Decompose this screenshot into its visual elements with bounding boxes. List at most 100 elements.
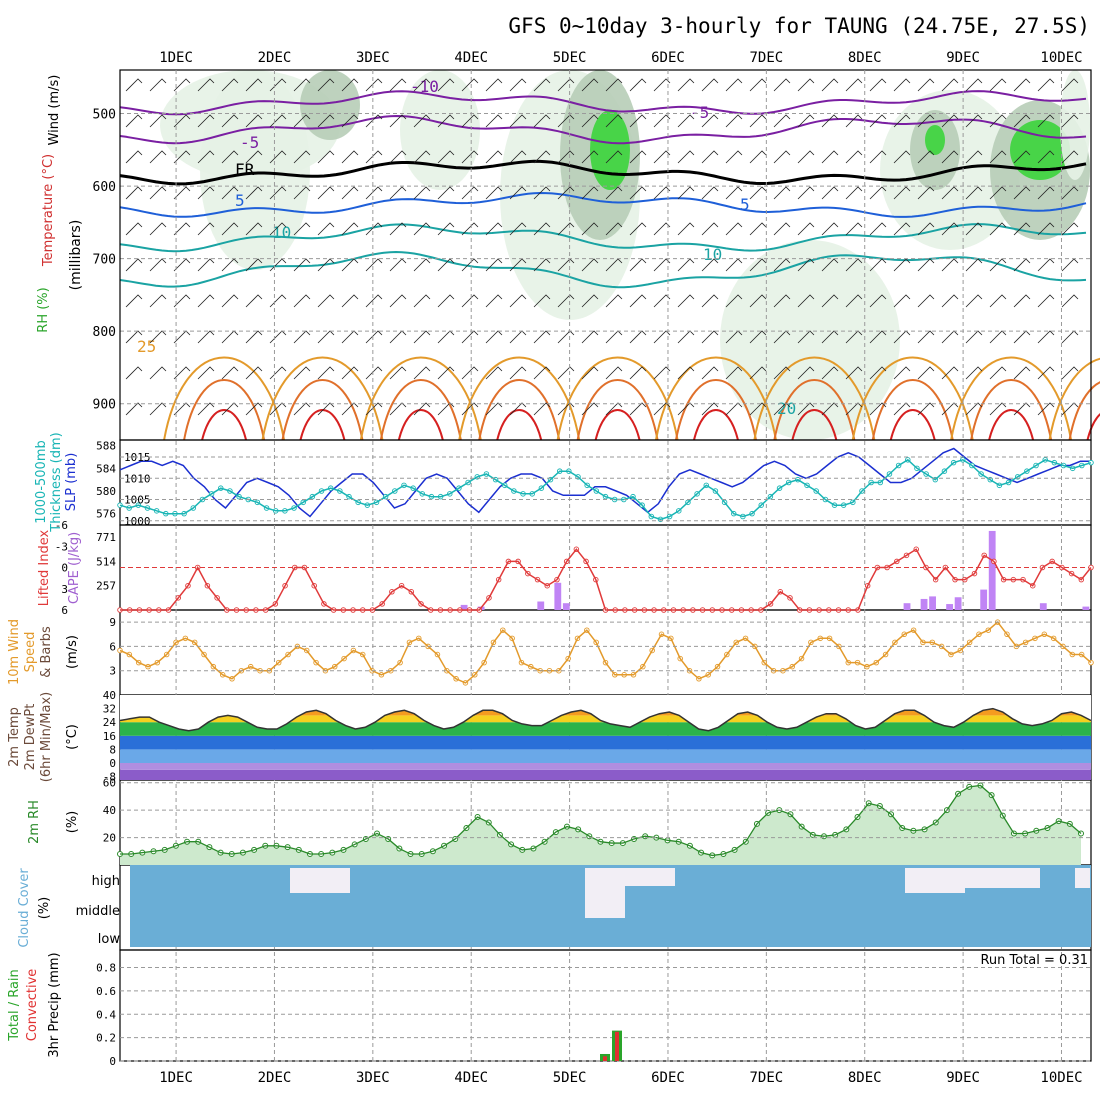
wind-barb <box>221 366 239 380</box>
wind-barb <box>893 366 911 380</box>
temp-tick: -8 <box>103 771 116 784</box>
wind-barb <box>149 222 167 236</box>
wind-barb <box>413 222 431 236</box>
date-label-top: 9DEC <box>946 50 980 66</box>
wind-barb <box>1037 366 1055 380</box>
wind-barb <box>773 150 791 164</box>
wind-barb <box>893 150 911 164</box>
wind-barb <box>677 222 695 236</box>
temp-mask <box>120 695 1091 731</box>
rh-shade <box>1060 70 1090 180</box>
wind-barb <box>293 294 311 308</box>
wind-barb <box>629 402 647 416</box>
cloud-unit-label: (%) <box>37 897 52 920</box>
wind-barb <box>797 222 815 236</box>
wind-barb <box>701 330 719 344</box>
wind-barb <box>845 294 863 308</box>
wind-barb <box>677 78 695 92</box>
wind-barb <box>461 150 479 164</box>
wind-barb <box>821 402 839 416</box>
rh-label: 2m RH <box>27 800 42 844</box>
wind-barb <box>341 114 359 128</box>
wind-barb <box>917 114 935 128</box>
wind-barb <box>965 114 983 128</box>
cloud-clear <box>625 868 675 886</box>
cape-bar <box>980 589 988 610</box>
wind-barb <box>365 294 383 308</box>
wind-barb <box>317 366 335 380</box>
date-label-top: 3DEC <box>356 50 390 66</box>
wind-barb <box>389 186 407 200</box>
wind-barb <box>173 114 191 128</box>
temp-tick: 0 <box>109 757 116 770</box>
wind-barb <box>581 114 599 128</box>
wind-barb <box>701 186 719 200</box>
cape-bar <box>1039 603 1047 610</box>
wind-barb <box>245 186 263 200</box>
rh-tick: 40 <box>103 804 116 817</box>
wind-barb <box>1037 150 1055 164</box>
wind-barb <box>461 78 479 92</box>
wind-barb <box>917 222 935 236</box>
wind-barb <box>893 186 911 200</box>
date-label-bottom: 5DEC <box>553 1070 587 1086</box>
wind-barb <box>557 186 575 200</box>
wind-barb <box>269 402 287 416</box>
wind-barb <box>245 402 263 416</box>
wind-barb <box>941 78 959 92</box>
date-label-top: 10DEC <box>1040 50 1082 66</box>
wind-barb <box>221 78 239 92</box>
wind-barb <box>485 366 503 380</box>
wind-barb <box>1061 294 1079 308</box>
wind-barb <box>797 186 815 200</box>
wind-barb <box>869 330 887 344</box>
wind-barb <box>773 294 791 308</box>
wind-barb <box>917 402 935 416</box>
wind-barb <box>533 294 551 308</box>
wind-barb <box>245 150 263 164</box>
wind-barb <box>581 186 599 200</box>
rh-area <box>120 785 1081 865</box>
precip-conv-bar <box>603 1056 607 1061</box>
wind-barb <box>869 78 887 92</box>
wind-barb <box>725 402 743 416</box>
wind-tick: 9 <box>109 616 116 629</box>
wind-barb <box>173 150 191 164</box>
wind-barb <box>749 330 767 344</box>
wind-barb <box>461 402 479 416</box>
wind-barb <box>173 222 191 236</box>
wind-barb <box>797 402 815 416</box>
wind-barb <box>341 366 359 380</box>
wind-barb <box>581 294 599 308</box>
wind-barb <box>461 114 479 128</box>
temp-contour-30 <box>281 379 364 441</box>
wind-barb <box>1037 186 1055 200</box>
wind-barb <box>725 150 743 164</box>
lifted-index-label: Lifted Index <box>37 529 52 606</box>
pressure-tick-label: 600 <box>93 180 116 195</box>
wind-barb <box>989 186 1007 200</box>
cloud-clear <box>290 868 350 893</box>
wind-barb <box>965 186 983 200</box>
wind-barb <box>437 78 455 92</box>
wind-barb <box>653 294 671 308</box>
wind-barb <box>965 294 983 308</box>
temp-band <box>120 749 1091 763</box>
wind-barb <box>1061 186 1079 200</box>
wind-barb <box>197 294 215 308</box>
wind-barb <box>293 114 311 128</box>
cape-bar <box>562 603 570 610</box>
temp-band <box>120 735 1091 750</box>
li-tick: -6 <box>55 519 68 532</box>
wind-barb <box>749 258 767 272</box>
wind-barb <box>125 150 143 164</box>
wind-barb <box>437 186 455 200</box>
wind-barb <box>197 114 215 128</box>
wind-barb <box>605 366 623 380</box>
wind-barb <box>797 294 815 308</box>
temp-contour-35 <box>496 409 543 441</box>
cape-bar <box>946 604 954 610</box>
temp-tick: 8 <box>109 743 116 756</box>
wind-barb <box>293 366 311 380</box>
thickness-tick: 588 <box>96 440 116 453</box>
